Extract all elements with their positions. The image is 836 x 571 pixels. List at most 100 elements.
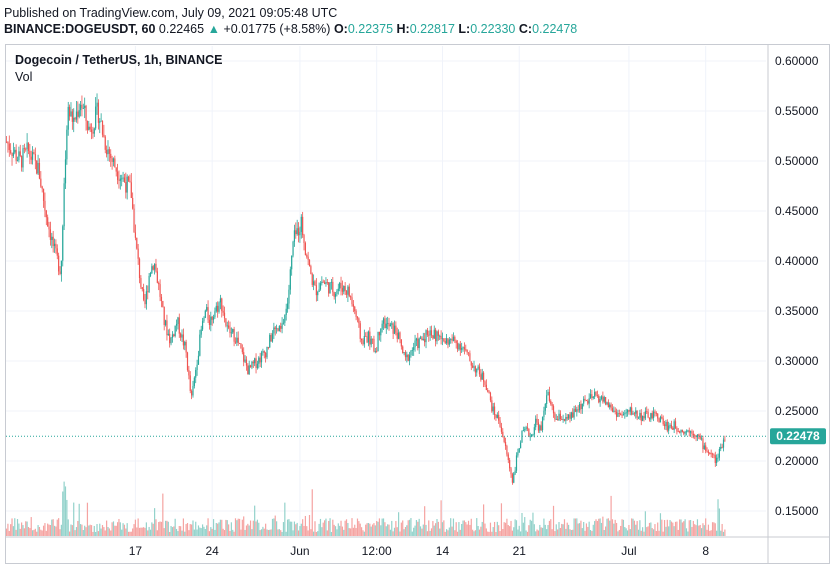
candle-body (192, 385, 194, 396)
volume-bar (112, 521, 115, 536)
volume-bar (558, 522, 560, 536)
volume-bar (45, 530, 47, 536)
candle-body (345, 290, 348, 295)
volume-bar (295, 524, 297, 536)
volume-bar (621, 519, 623, 536)
volume-bar (271, 518, 274, 536)
candle-body (559, 413, 561, 420)
candle-body (562, 419, 564, 420)
volume-bar (75, 527, 78, 536)
candle-body (591, 394, 593, 398)
candle-body (238, 343, 241, 344)
volume-bar (632, 518, 634, 536)
volume-bar (451, 526, 453, 536)
volume-bar (698, 525, 700, 536)
time-tick-label: Jun (290, 544, 309, 558)
candle-body (717, 457, 719, 459)
candle-body (415, 338, 418, 341)
volume-bar (498, 525, 500, 536)
candle-body (88, 126, 90, 130)
volume-bar (503, 522, 505, 536)
candle-body (136, 237, 138, 249)
candle-body (384, 318, 386, 329)
volume-bar (92, 531, 94, 536)
volume-bar (169, 531, 171, 536)
candle-body (555, 418, 557, 420)
candle-body (295, 230, 297, 235)
candle-body (615, 411, 618, 417)
volume-bar (439, 528, 441, 536)
volume-bar (38, 527, 41, 536)
volume-bar (428, 520, 430, 536)
volume-bar (528, 525, 530, 536)
candle-body (451, 338, 453, 341)
volume-bar (95, 531, 97, 536)
volume-bar (576, 518, 578, 536)
volume-bar (626, 530, 629, 536)
volume-bar (605, 526, 607, 536)
volume-bar (714, 523, 716, 536)
candle-body (430, 330, 433, 336)
volume-bar (192, 520, 194, 536)
candle-body (132, 197, 134, 209)
volume-bar (652, 529, 655, 536)
volume-bar (491, 531, 493, 536)
candle-body (681, 429, 683, 433)
candle-body (317, 292, 319, 296)
candle-body (625, 412, 627, 414)
candle-body (219, 298, 222, 303)
candle-body (319, 283, 322, 290)
volume-bar (550, 519, 552, 536)
candle-body (589, 394, 592, 399)
candle-body (159, 284, 161, 297)
volume-bar (111, 522, 113, 536)
volume-bar (552, 505, 555, 536)
volume-bar (433, 525, 435, 536)
volume-bar (683, 521, 685, 536)
volume-bar (569, 529, 571, 536)
time-axis[interactable]: 17 24 Jun 12:00 14 21 Jul 8 (129, 544, 710, 558)
price-axis[interactable]: 0.60000 0.55000 0.50000 0.45000 0.40000 0.350… (775, 54, 819, 518)
price-tick-label: 0.25000 (775, 404, 819, 418)
volume-bar (636, 521, 638, 536)
candle-body (465, 349, 467, 351)
volume-bar (170, 525, 172, 536)
candle-body (692, 433, 694, 436)
candle-body (86, 121, 89, 130)
volume-bar (33, 529, 35, 536)
candle-body (470, 361, 472, 366)
volume-bar (404, 526, 407, 536)
chart-frame[interactable] (5, 44, 830, 564)
volume-bar (162, 493, 164, 536)
candle-body (413, 347, 415, 350)
candle-body (114, 158, 116, 168)
volume-bar (147, 530, 149, 536)
candle-body (440, 335, 442, 339)
candle-body (143, 289, 145, 300)
volume-bar (262, 526, 264, 536)
volume-bar (717, 499, 719, 536)
candle-body (570, 412, 572, 419)
volume-bar (244, 529, 246, 536)
volume-bar (629, 529, 631, 536)
volume-bar (125, 528, 127, 536)
candle-body (502, 431, 504, 438)
candle-body (248, 365, 250, 375)
volume-bar (189, 524, 191, 536)
volume-bar (524, 517, 526, 536)
candle-body (156, 271, 158, 283)
volume-bar (263, 528, 265, 536)
candle-body (392, 323, 394, 334)
volume-bar (424, 506, 426, 536)
volume-bar (40, 529, 42, 536)
candle-body (517, 452, 519, 456)
candle-body (407, 354, 409, 361)
volume-bar (450, 518, 452, 536)
candle-body (509, 460, 511, 469)
candle-body (642, 415, 644, 421)
candle-body (155, 263, 157, 272)
volume-bar (196, 529, 198, 536)
candle-body (530, 434, 533, 437)
close-label: C: (518, 22, 533, 36)
